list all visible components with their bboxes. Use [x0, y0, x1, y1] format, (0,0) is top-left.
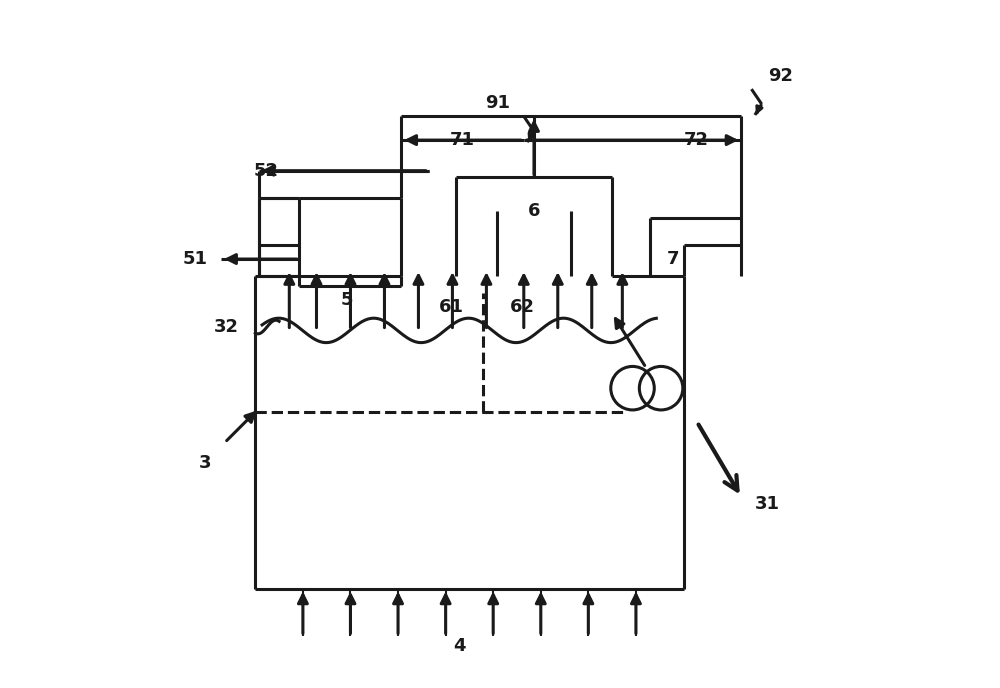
Text: 51: 51 [183, 250, 208, 268]
Text: 71: 71 [450, 131, 475, 149]
Text: 31: 31 [755, 495, 780, 513]
Text: 52: 52 [254, 162, 279, 180]
Text: 3: 3 [199, 454, 211, 472]
Text: 7: 7 [667, 250, 679, 268]
Text: 92: 92 [768, 67, 793, 85]
Text: 4: 4 [453, 638, 465, 656]
Text: 61: 61 [439, 298, 464, 316]
Text: 32: 32 [213, 318, 238, 336]
Text: 62: 62 [510, 298, 535, 316]
Text: 72: 72 [684, 131, 709, 149]
Text: 5: 5 [340, 291, 353, 309]
Text: 91: 91 [485, 94, 510, 111]
Text: 6: 6 [528, 202, 540, 220]
